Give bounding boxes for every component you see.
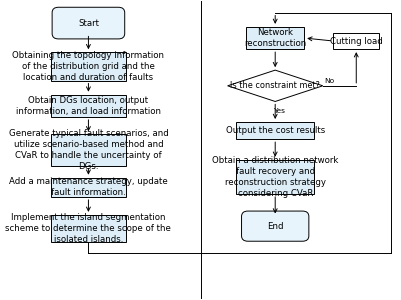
Text: Generate typical fault scenarios, and
utilize scenario-based method and
CVaR to : Generate typical fault scenarios, and ut… [8,129,168,171]
FancyBboxPatch shape [333,33,379,49]
Text: Network
reconstruction: Network reconstruction [244,28,306,48]
FancyBboxPatch shape [52,7,125,39]
FancyBboxPatch shape [246,27,304,49]
Text: Add a maintenance strategy, update
fault information.: Add a maintenance strategy, update fault… [9,177,168,197]
FancyBboxPatch shape [51,52,126,81]
Text: Obtain a distribution network
fault recovery and
reconstruction strategy
conside: Obtain a distribution network fault reco… [212,156,338,198]
FancyBboxPatch shape [241,211,309,241]
FancyBboxPatch shape [51,94,126,117]
Polygon shape [228,70,323,101]
FancyBboxPatch shape [51,178,126,197]
Text: Cutting load: Cutting load [330,37,383,46]
FancyBboxPatch shape [237,160,314,194]
FancyBboxPatch shape [51,134,126,166]
Text: Output the cost results: Output the cost results [226,126,325,135]
Text: No: No [324,78,335,84]
Text: Obtain DGs location, output
information, and load information: Obtain DGs location, output information,… [16,96,161,116]
Text: End: End [267,222,284,231]
FancyBboxPatch shape [237,122,314,139]
Text: Implement the island segmentation
scheme to determine the scope of the
isolated : Implement the island segmentation scheme… [6,213,171,244]
Text: Start: Start [78,19,99,28]
Text: Is the constraint met?: Is the constraint met? [230,81,320,90]
Text: Yes: Yes [273,108,285,114]
Text: Obtaining the topology information
of the distribution grid and the
location and: Obtaining the topology information of th… [12,51,164,82]
FancyBboxPatch shape [51,215,126,242]
